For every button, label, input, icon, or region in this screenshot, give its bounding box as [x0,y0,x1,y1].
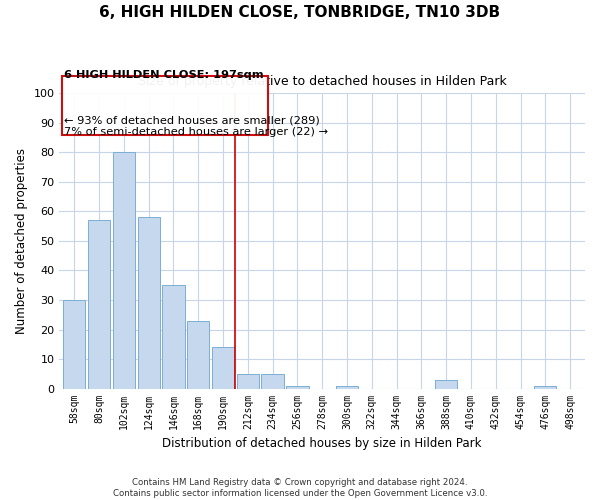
Bar [187,320,209,388]
Text: 6 HIGH HILDEN CLOSE: 197sqm: 6 HIGH HILDEN CLOSE: 197sqm [64,70,264,80]
Bar [435,380,457,388]
Title: Size of property relative to detached houses in Hilden Park: Size of property relative to detached ho… [138,75,506,88]
Bar [236,374,259,388]
Bar [137,218,160,388]
Bar [212,347,234,389]
Bar [534,386,556,388]
Bar [286,386,308,388]
Bar [88,220,110,388]
Y-axis label: Number of detached properties: Number of detached properties [15,148,28,334]
FancyBboxPatch shape [62,76,268,134]
Text: 6, HIGH HILDEN CLOSE, TONBRIDGE, TN10 3DB: 6, HIGH HILDEN CLOSE, TONBRIDGE, TN10 3D… [100,5,500,20]
Text: ← 93% of detached houses are smaller (289)
7% of semi-detached houses are larger: ← 93% of detached houses are smaller (28… [64,116,328,137]
Text: Contains HM Land Registry data © Crown copyright and database right 2024.
Contai: Contains HM Land Registry data © Crown c… [113,478,487,498]
Bar [63,300,85,388]
Bar [163,285,185,389]
Bar [262,374,284,388]
Bar [336,386,358,388]
X-axis label: Distribution of detached houses by size in Hilden Park: Distribution of detached houses by size … [163,437,482,450]
Bar [113,152,135,388]
